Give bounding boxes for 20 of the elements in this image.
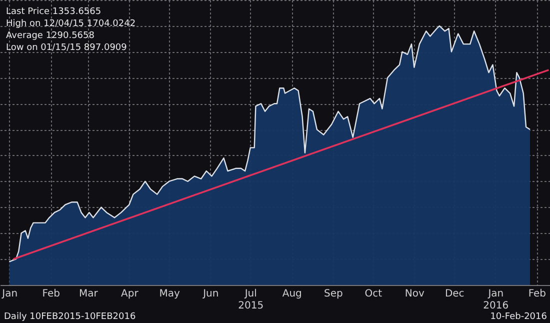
x-tick-label: Jul 2015 [238,288,264,312]
x-tick-label: Jan 2016 [483,288,509,312]
x-tick-label: Aug [282,288,302,300]
text: 10-Feb-2016 [490,312,548,322]
text: Daily 10FEB2015-10FEB2016 [4,312,136,322]
x-tick-label: May [159,288,180,300]
x-tick-label: Feb [528,288,546,300]
x-tick-label: Nov [404,288,424,300]
text: Last Price 1353.6565 [6,7,102,17]
x-tick-label: Jun [202,288,219,300]
x-tick-label: Feb [42,288,60,300]
annotation: Average 1290.5658 [6,31,95,41]
x-tick-label: Oct [364,288,382,300]
x-tick-label: Dec [444,288,464,300]
x-tick-label: Sep [324,288,343,300]
x-tick-label: Mar [78,288,99,300]
x-tick-label: Jan [1,288,18,300]
annotation: High on 12/04/15 1704.0242 [6,19,136,29]
x-tick-label: Apr [121,288,140,300]
annotation: Low on 01/15/15 897.0909 [6,43,128,53]
